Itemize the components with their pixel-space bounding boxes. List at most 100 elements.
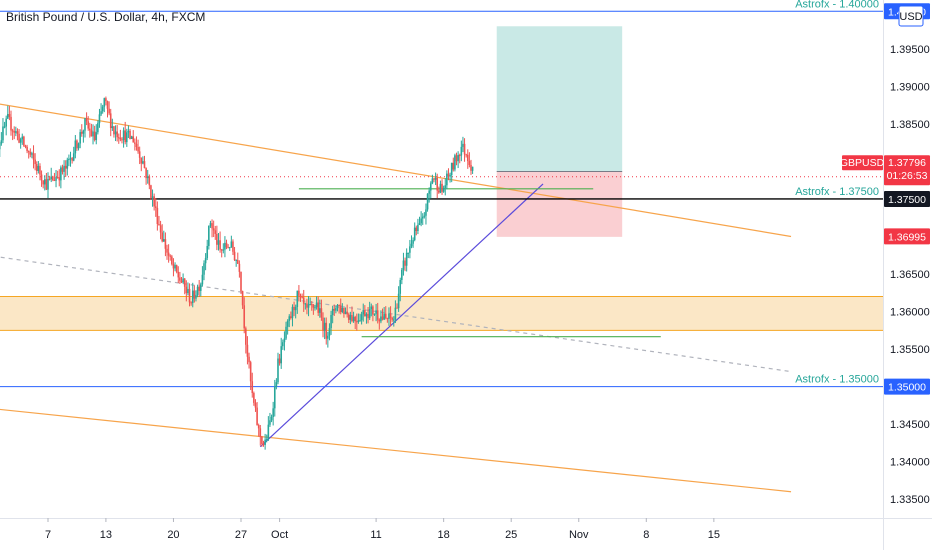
candle-body [423,215,426,217]
candle-body [331,308,334,316]
candle-body [354,316,356,322]
candle [225,239,228,250]
candle [346,304,348,318]
candle [212,220,215,238]
candle-body [471,166,474,171]
candle [293,301,295,317]
candle [319,299,321,318]
candle-body [193,290,196,299]
supply-demand-zone [0,296,883,331]
candle [77,142,80,151]
candle-body [37,165,40,171]
candle [466,149,469,169]
candle-body [66,159,69,169]
candle [335,305,337,314]
candle [24,144,27,149]
candle [175,264,178,274]
candle [98,108,101,128]
candle [307,296,310,317]
level-label-pivot: Astrofx - 1.37500 [795,186,879,198]
currency-button[interactable]: USD [898,5,924,27]
candle-body [2,126,4,141]
time-axis[interactable]: 7 13 20 27 Oct 11 18 25 Nov 8 15 [45,518,720,541]
candle [376,302,379,324]
candle-body [6,114,9,119]
candle-body [401,269,403,281]
candle-body [42,180,44,185]
candle-body [245,328,247,345]
candle [84,117,86,138]
take-profit-area [496,26,623,172]
plot-area[interactable]: Astrofx - 1.40000 Astrofx - 1.37500 Astrof… [0,0,883,493]
candle-body [0,143,1,150]
candle [246,336,249,365]
candle-body [343,307,345,314]
candle [368,301,371,321]
trendline-channel-lower[interactable] [0,405,792,493]
candle-body [378,319,381,322]
candle-body [177,271,180,278]
candle-body [254,402,257,408]
candle [179,271,181,284]
stop-tag-box [884,228,930,245]
candle [209,220,212,228]
candle [288,314,291,328]
candle-body [145,168,147,179]
candle-body [108,108,110,114]
candle-body [204,258,207,264]
candle-body [191,290,194,304]
candle-body [150,185,152,198]
candle [132,130,135,143]
candle [241,290,244,309]
trendline-rising-support[interactable] [259,183,544,448]
candle-body [129,130,131,139]
candle-body [111,126,114,129]
candle-body [420,218,422,224]
candle-body [211,223,213,229]
candle [301,293,303,299]
candle [438,186,440,194]
candle-body [470,164,472,171]
candle [354,315,356,329]
time-tick-label: 11 [370,529,381,541]
time-tick-label: 20 [167,529,179,541]
candle-body [0,140,3,144]
candle-body [389,313,392,318]
candle [401,267,403,285]
candle-body [97,123,99,133]
candle-body [277,358,279,383]
candle [280,337,283,369]
candle [172,258,175,277]
candle [450,162,453,183]
candle-body [220,249,223,251]
candle-body [174,265,176,269]
candle [256,402,258,426]
candle [344,307,347,315]
candle-body [61,167,64,172]
symbol-tag-text: 1.37796 [888,157,926,169]
candle-body [243,305,246,329]
candle-body [60,167,62,181]
candle-body [339,305,342,312]
candle [228,246,231,251]
candle-body [63,165,65,172]
candle [109,108,112,137]
candle [320,299,323,321]
candle-body [235,259,237,261]
candle [439,180,442,194]
price-axis[interactable]: 1.39500 1.39000 1.38500 1.36500 1.36000 1.355… [890,44,930,506]
price-tick-label: 1.34500 [890,419,930,431]
candle [240,271,242,295]
candle-body [114,131,117,135]
candle-body [196,286,199,295]
symbol-tag-box [884,155,930,186]
candle-body [132,136,135,143]
candle [208,225,210,250]
candle [434,172,437,186]
price-tick-label: 1.38500 [890,119,930,131]
candle [410,235,413,249]
candle-body [335,308,337,311]
candle-body [233,251,236,261]
candle-body [253,393,255,403]
